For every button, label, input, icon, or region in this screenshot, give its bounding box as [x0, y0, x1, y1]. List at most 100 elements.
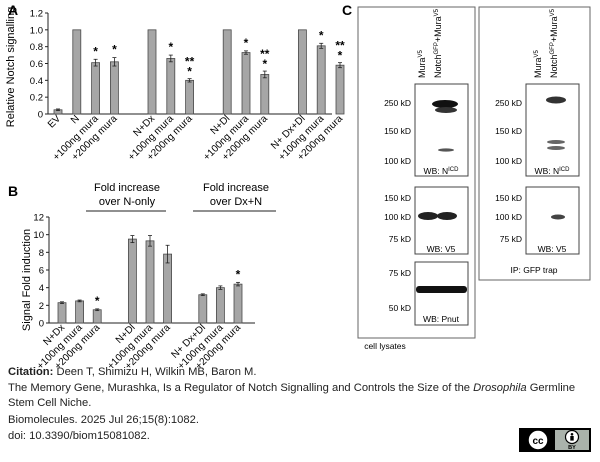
- panel-label-c: C: [342, 2, 352, 18]
- chart-b: Signal Fold induction Fold increase over…: [21, 182, 276, 372]
- y-tick-label: 0.4: [30, 76, 43, 87]
- cc-by-logo: cc BY: [519, 428, 591, 452]
- ip-frame: [478, 6, 591, 281]
- significance-marker: *: [93, 44, 98, 58]
- y-tick-label: 4: [39, 283, 44, 294]
- y-tick-label: 6: [39, 266, 44, 277]
- bar: [72, 29, 82, 115]
- y-tick-label: 10: [33, 230, 44, 241]
- significance-marker-lower: *: [338, 49, 343, 63]
- ip-blot2-marker-100: 100 kD: [495, 212, 522, 222]
- ip-blot-v5: [525, 186, 580, 255]
- citation-authors-line: Citation: Deen T, Shimizu H, Wilkin MB, …: [8, 365, 256, 380]
- ip-blot1-wb-label: WB: NICD: [535, 166, 571, 176]
- band-nicd-lysate-high: [432, 100, 458, 108]
- significance-marker: **: [335, 39, 345, 53]
- citation-title-start: The Memory Gene, Murashka, Is a Regulato…: [8, 382, 471, 394]
- x-tick-label: N: [69, 113, 82, 126]
- bar: [127, 238, 137, 324]
- cell-lysates-frame: [357, 6, 476, 339]
- citation-journal: Biomolecules. 2025 Jul 26;15(8):1082.: [8, 414, 199, 426]
- citation-label: Citation:: [8, 366, 54, 378]
- y-tick-label: 0.2: [30, 93, 43, 104]
- bar: [75, 300, 84, 324]
- significance-marker: **: [260, 47, 270, 61]
- significance-marker: *: [236, 267, 241, 281]
- lysate-blot1-marker-100: 100 kD: [384, 156, 411, 166]
- significance-marker: *: [112, 43, 117, 57]
- lane-label-notch-mura-lysate: NotchGFP+MuraV5: [433, 8, 443, 78]
- lysate-blot-pnut: [414, 261, 469, 326]
- lane-label-notch-mura-ip: NotchGFP+MuraV5: [549, 8, 559, 78]
- ip-blot2-wb-label: WB: V5: [538, 244, 567, 254]
- bar: [260, 74, 270, 115]
- y-tick-label: 0: [38, 110, 43, 121]
- lysate-blot2-wb-label: WB: V5: [427, 244, 456, 254]
- band-nicd-ip-high: [546, 96, 566, 104]
- lane-label-mura-lysate: MuraV5: [417, 49, 427, 78]
- bar: [166, 58, 176, 115]
- group-header-2-line1: Fold increase: [203, 182, 269, 194]
- ip-blot1-marker-100: 100 kD: [495, 156, 522, 166]
- citation-doi: doi: 10.3390/biom15081082.: [8, 430, 150, 442]
- significance-marker-lower: *: [262, 57, 267, 71]
- significance-marker: **: [185, 55, 195, 69]
- y-tick-label: 12: [33, 213, 44, 224]
- cc-by-license-badge: cc BY: [519, 428, 591, 452]
- ip-blot1-marker-150: 150 kD: [495, 126, 522, 136]
- lysate-blot2-marker-100: 100 kD: [384, 212, 411, 222]
- bar: [110, 61, 119, 115]
- y-tick-label: 2: [39, 301, 44, 312]
- cell-lysates-caption: cell lysates: [364, 341, 406, 351]
- panel-label-a: A: [8, 2, 18, 18]
- ip-blot2-marker-150: 150 kD: [495, 193, 522, 203]
- band-v5-ip: [551, 214, 565, 220]
- y-tick-label: 1.2: [30, 9, 43, 20]
- svg-text:BY: BY: [568, 445, 576, 451]
- citation-title-line1: The Memory Gene, Murashka, Is a Regulato…: [8, 381, 575, 396]
- y-tick-label: 0: [39, 319, 44, 330]
- ip-caption: IP: GFP trap: [510, 265, 557, 275]
- band-pnut: [416, 286, 467, 293]
- bar: [297, 29, 307, 115]
- y-tick-label: 0.8: [30, 42, 43, 53]
- band-nicd-lysate-low: [438, 148, 454, 152]
- y-tick-label: 1.0: [30, 25, 43, 36]
- western-blot-panel: MuraV5 NotchGFP+MuraV5 MuraV5 NotchGFP+M…: [357, 6, 591, 351]
- cc-icon: [527, 429, 549, 451]
- citation-title-italic: Drosophila: [473, 382, 527, 394]
- svg-text:cc: cc: [532, 436, 544, 447]
- bar: [241, 52, 251, 115]
- bar: [185, 79, 195, 115]
- lysate-blot3-marker-50: 50 kD: [389, 303, 411, 313]
- lysate-blot2-marker-150: 150 kD: [384, 193, 411, 203]
- lysate-blot-nicd: [414, 83, 469, 177]
- bar: [91, 62, 100, 115]
- group-header-1-line1: Fold increase: [94, 182, 160, 194]
- lysate-blot3-wb-label: WB: Pnut: [423, 314, 460, 324]
- significance-marker: *: [319, 28, 324, 42]
- bar: [145, 240, 155, 324]
- ip-blot1-marker-250: 250 kD: [495, 98, 522, 108]
- lysate-blot2-marker-75: 75 kD: [389, 234, 411, 244]
- chart-a-ylabel: Relative Notch signalling: [5, 7, 17, 127]
- bar: [92, 309, 102, 324]
- band-nicd-ip-low2: [547, 146, 565, 150]
- group-header-1-line2: over N-only: [99, 196, 156, 208]
- band-nicd-lysate-mid: [435, 107, 457, 113]
- band-v5-lysate-lane2: [437, 212, 457, 220]
- lysate-blot1-marker-250: 250 kD: [384, 98, 411, 108]
- chart-a: Relative Notch signalling 0 0.2 0.4 0.6 0.8 1…: [5, 7, 345, 163]
- bar: [335, 64, 345, 115]
- lysate-blot1-marker-150: 150 kD: [384, 126, 411, 136]
- significance-marker: *: [95, 294, 100, 308]
- band-nicd-ip-low1: [547, 140, 565, 144]
- lysate-blot1-wb-label: WB: NICD: [424, 166, 460, 176]
- band-v5-lysate-lane1: [418, 212, 438, 220]
- citation-authors: Deen T, Shimizu H, Wilkin MB, Baron M.: [56, 366, 257, 378]
- lysate-blot3-marker-75: 75 kD: [389, 268, 411, 278]
- y-tick-label: 0.6: [30, 59, 43, 70]
- bar: [222, 29, 232, 115]
- y-tick-label: 8: [39, 248, 44, 259]
